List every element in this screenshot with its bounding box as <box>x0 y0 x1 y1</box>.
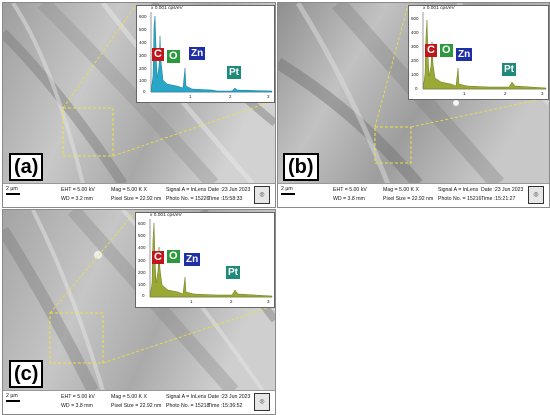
element-label-c: C <box>152 48 164 61</box>
y-tick: 500 <box>138 233 146 238</box>
y-tick: 200 <box>139 66 147 71</box>
y-tick: 400 <box>139 40 147 45</box>
panel-label-b: (b) <box>283 153 319 181</box>
y-tick: 300 <box>138 258 146 263</box>
mag-value: Mag = 5.00 K X <box>383 187 419 193</box>
element-label-zn: Zn <box>456 48 473 61</box>
date-value: Date :23 Jun 2023 <box>481 187 524 193</box>
y-tick: 500 <box>139 27 147 32</box>
time-value: Time :15:58:33 <box>208 196 243 202</box>
instrument-logo-icon: ◎ <box>254 186 270 204</box>
y-tick: 500 <box>411 16 419 21</box>
element-label-pt: Pt <box>227 66 241 79</box>
x-tick: 2 <box>504 91 507 96</box>
eht-value: EHT = 5.00 kV <box>61 187 95 193</box>
element-label-c: C <box>425 44 437 57</box>
signal-value: Signal A = InLens <box>438 187 479 193</box>
photo-number: Photo No. = 15218 <box>166 403 210 409</box>
sem-panel-a: (a) x 0.001 cps/eV 600 500 400 300 200 1… <box>2 2 276 208</box>
photo-number: Photo No. = 15216 <box>438 196 482 202</box>
sem-panel-b: (b) x 0.001 cps/eV 500 400 300 200 100 0… <box>277 2 550 208</box>
pixel-size-value: Pixel Size = 22.92 nm <box>111 196 162 202</box>
panel-label-c: (c) <box>9 360 44 388</box>
x-tick: 1 <box>189 94 192 99</box>
y-tick: 600 <box>138 221 146 226</box>
eds-spectrum-b: x 0.001 cps/eV 500 400 300 200 100 0 1 2… <box>408 5 549 100</box>
y-tick: 0 <box>415 86 418 91</box>
element-label-o: O <box>440 44 453 57</box>
pixel-size-value: Pixel Size = 22.92 nm <box>111 403 162 409</box>
element-label-zn: Zn <box>189 47 206 60</box>
signal-value: Signal A = InLens <box>166 187 207 193</box>
signal-value: Signal A = InLens <box>166 394 207 400</box>
element-label-pt: Pt <box>502 63 516 76</box>
y-tick: 300 <box>411 44 419 49</box>
y-tick: 100 <box>138 282 146 287</box>
mag-value: Mag = 5.00 K X <box>111 187 147 193</box>
element-label-zn: Zn <box>184 253 201 266</box>
y-tick: 400 <box>411 30 419 35</box>
eht-value: EHT = 5.00 kV <box>61 394 95 400</box>
selection-box-c <box>49 312 104 364</box>
element-label-o: O <box>167 250 180 263</box>
element-label-c: C <box>152 251 164 264</box>
wd-value: WD = 3.8 mm <box>333 196 365 202</box>
x-tick: 2 <box>230 299 233 304</box>
time-value: Time :15:36:52 <box>208 403 243 409</box>
y-tick: 0 <box>142 293 145 298</box>
y-tick: 600 <box>139 14 147 19</box>
panel-label-a: (a) <box>9 153 44 181</box>
selection-box-a <box>62 107 114 157</box>
sem-info-bar-b: 2 µm EHT = 5.00 kV WD = 3.8 mm Mag = 5.0… <box>278 183 549 207</box>
date-value: Date :23 Jun 2023 <box>208 394 251 400</box>
x-tick: 3 <box>267 299 270 304</box>
sem-info-bar-a: 2 µm EHT = 5.00 kV WD = 3.2 mm Mag = 5.0… <box>3 183 275 207</box>
element-label-pt: Pt <box>226 266 240 279</box>
wd-value: WD = 3.2 mm <box>61 196 93 202</box>
x-tick: 1 <box>463 91 466 96</box>
time-value: Time :15:21:27 <box>481 196 516 202</box>
instrument-logo-icon: ◎ <box>254 393 270 411</box>
sem-info-bar-c: 2 µm EHT = 5.00 kV WD = 3.8 mm Mag = 5.0… <box>3 390 275 414</box>
pixel-size-value: Pixel Size = 22.92 nm <box>383 196 434 202</box>
eds-spectrum-a: x 0.001 cps/eV 600 500 400 300 200 100 0… <box>136 5 275 103</box>
eds-spectrum-c: x 0.001 cps/eV 600 500 400 300 200 100 0… <box>135 212 275 308</box>
y-tick: 400 <box>138 245 146 250</box>
photo-number: Photo No. = 15226 <box>166 196 210 202</box>
x-tick: 3 <box>267 94 270 99</box>
y-tick: 100 <box>139 78 147 83</box>
spectrum-unit-b: x 0.001 cps/eV <box>423 6 455 11</box>
x-tick: 3 <box>541 91 544 96</box>
spectrum-unit-a: x 0.001 cps/eV <box>151 6 183 11</box>
selection-box-b <box>374 126 412 164</box>
x-tick: 1 <box>190 299 193 304</box>
y-tick: 300 <box>139 53 147 58</box>
y-tick: 200 <box>138 270 146 275</box>
element-label-o: O <box>167 50 180 63</box>
x-tick: 2 <box>229 94 232 99</box>
wd-value: WD = 3.8 mm <box>61 403 93 409</box>
instrument-logo-icon: ◎ <box>528 186 544 204</box>
spectrum-unit-c: x 0.001 cps/eV <box>150 213 182 218</box>
eht-value: EHT = 5.00 kV <box>333 187 367 193</box>
sem-panel-c: (c) x 0.001 cps/eV 600 500 400 300 200 1… <box>2 209 276 415</box>
y-tick: 200 <box>411 58 419 63</box>
mag-value: Mag = 5.00 K X <box>111 394 147 400</box>
date-value: Date :23 Jun 2023 <box>208 187 251 193</box>
y-tick: 0 <box>143 89 146 94</box>
y-tick: 100 <box>411 72 419 77</box>
